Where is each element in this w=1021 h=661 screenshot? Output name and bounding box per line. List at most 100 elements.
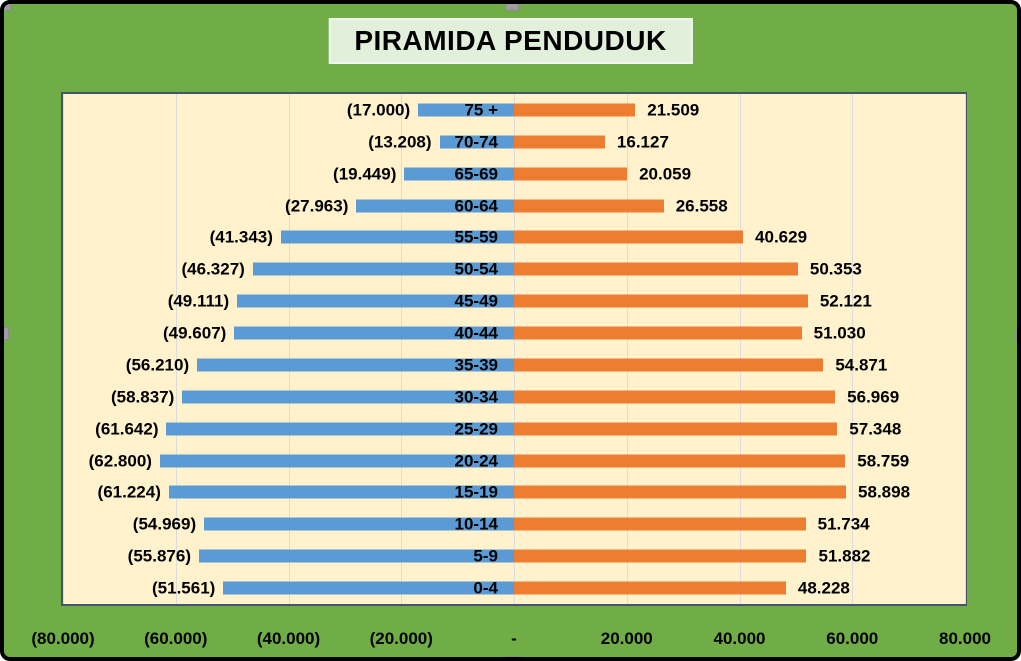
pyramid-row: (61.642) 25-29 57.348 [63, 413, 965, 445]
x-axis-tick-label: (80.000) [31, 629, 95, 648]
left-value-label: (41.343) [209, 227, 273, 247]
bar-left [252, 262, 514, 276]
age-group-label: 55-59 [454, 227, 498, 247]
resize-handle-top-center[interactable] [505, 4, 519, 11]
resize-handle-middle-right[interactable] [1016, 329, 1017, 342]
age-group-label: 65-69 [454, 164, 498, 184]
bar-right [514, 549, 807, 563]
age-group-label: 25-29 [454, 419, 498, 439]
gridline [852, 94, 854, 604]
bar-right [514, 358, 824, 372]
right-value-label: 16.127 [616, 132, 669, 152]
right-value-label: 50.353 [809, 259, 862, 279]
age-group-label: 45-49 [454, 291, 498, 311]
left-value-label: (13.208) [368, 132, 432, 152]
gridline [626, 94, 628, 604]
x-axis: (80.000) (60.000) (40.000) (20.000) - 20.000 4… [31, 624, 991, 654]
gridline [965, 94, 966, 604]
pyramid-row: (19.449) 65-69 20.059 [63, 158, 965, 190]
pyramid-row: (49.607) 40-44 51.030 [63, 317, 965, 349]
bar-left [234, 326, 514, 340]
bar-left [166, 422, 514, 436]
age-group-label: 30-34 [454, 387, 498, 407]
gridline [739, 94, 741, 604]
right-value-label: 58.898 [858, 482, 911, 502]
x-axis-tick-label: 60.000 [826, 629, 879, 648]
left-value-label: (17.000) [346, 100, 411, 120]
bar-left [280, 230, 514, 244]
left-value-label: (58.837) [110, 387, 175, 407]
right-value-label: 51.030 [813, 323, 866, 343]
gridline [175, 94, 177, 604]
x-axis-tick-label: 40.000 [713, 629, 766, 648]
age-group-label: 10-14 [454, 514, 498, 534]
resize-handle-middle-left[interactable] [4, 327, 9, 340]
age-group-label: 35-39 [454, 355, 498, 375]
bar-left [159, 454, 514, 468]
plot-inner: (17.000) 75 + 21.509 (13.208) 70-74 16.127 (19… [63, 94, 966, 604]
bar-right [514, 167, 628, 181]
bar-right [514, 199, 664, 213]
pyramid-row: (41.343) 55-59 40.629 [63, 222, 965, 254]
gridline [288, 94, 290, 604]
age-group-label: 0-4 [473, 578, 498, 598]
right-value-label: 54.871 [835, 355, 888, 375]
pyramid-row: (27.963) 60-64 26.558 [63, 190, 965, 222]
age-group-label: 50-54 [454, 259, 498, 279]
gridline [63, 94, 64, 604]
right-value-label: 58.759 [857, 451, 910, 471]
pyramid-row: (54.969) 10-14 51.734 [63, 508, 965, 540]
right-value-label: 52.121 [819, 291, 872, 311]
right-value-label: 21.509 [647, 100, 700, 120]
left-value-label: (27.963) [285, 196, 349, 216]
bar-left [404, 167, 514, 181]
bar-right [514, 422, 838, 436]
x-axis-tick-label: (60.000) [144, 629, 208, 648]
gridline [514, 94, 515, 604]
bar-right [514, 294, 808, 308]
bar-left [182, 390, 514, 404]
bar-left [418, 103, 514, 117]
bar-left [198, 549, 514, 563]
left-value-label: (19.449) [333, 164, 397, 184]
plot-area: (17.000) 75 + 21.509 (13.208) 70-74 16.127 (19… [61, 92, 967, 606]
bar-right [514, 262, 798, 276]
pyramid-row: (46.327) 50-54 50.353 [63, 253, 965, 285]
chart-title-box: PIRAMIDA PENDUDUK [328, 18, 693, 64]
bar-right [514, 485, 847, 499]
right-value-label: 51.734 [817, 514, 870, 534]
right-value-label: 20.059 [639, 164, 692, 184]
pyramid-row: (58.837) 30-34 56.969 [63, 381, 965, 413]
resize-handle-top-left[interactable] [4, 4, 11, 11]
bar-right [514, 581, 786, 595]
age-group-label: 70-74 [454, 132, 498, 152]
age-group-label: 40-44 [454, 323, 498, 343]
right-value-label: 48.228 [797, 578, 850, 598]
pyramid-row: (61.224) 15-19 58.898 [63, 477, 965, 509]
bar-right [514, 230, 744, 244]
resize-handle-bottom-center[interactable] [505, 656, 519, 657]
pyramid-row: (62.800) 20-24 58.759 [63, 445, 965, 477]
left-value-label: (49.111) [167, 291, 230, 311]
x-axis-tick-label: (20.000) [369, 629, 433, 648]
left-value-label: (55.876) [127, 546, 191, 566]
pyramid-row: (49.111) 45-49 52.121 [63, 285, 965, 317]
bar-left [168, 485, 514, 499]
x-axis-tick-label: 80.000 [939, 629, 991, 648]
age-group-label: 5-9 [473, 546, 498, 566]
pyramid-row: (51.561) 0-4 48.228 [63, 572, 965, 604]
pyramid-row: (55.876) 5-9 51.882 [63, 540, 965, 572]
left-value-label: (56.210) [125, 355, 190, 375]
left-value-label: (61.224) [97, 482, 161, 502]
left-value-label: (62.800) [88, 451, 152, 471]
bar-left [356, 199, 514, 213]
age-group-label: 20-24 [454, 451, 498, 471]
pyramid-row: (17.000) 75 + 21.509 [63, 94, 965, 126]
bar-left [237, 294, 514, 308]
chart-title: PIRAMIDA PENDUDUK [354, 25, 667, 56]
left-value-label: (61.642) [95, 419, 159, 439]
bar-left [223, 581, 514, 595]
bar-right [514, 103, 636, 117]
right-value-label: 51.882 [818, 546, 871, 566]
